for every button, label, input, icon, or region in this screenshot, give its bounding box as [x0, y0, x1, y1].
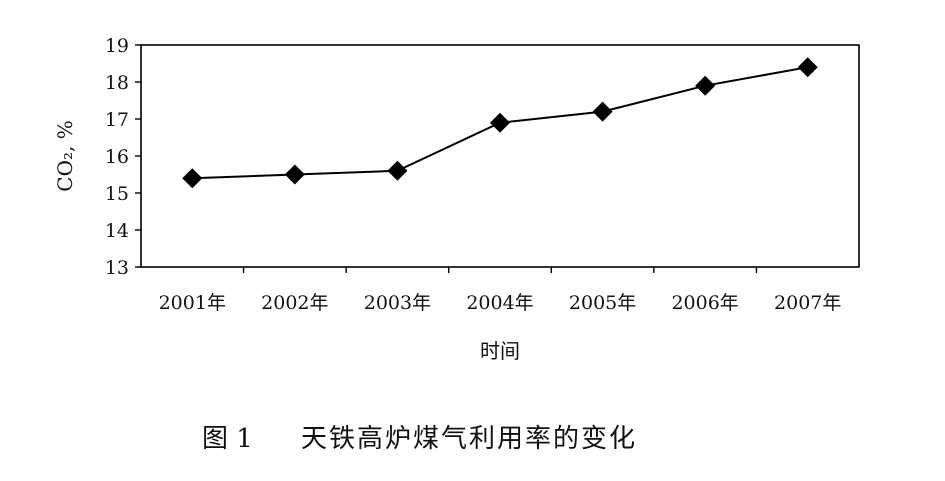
x-tick-label: 2005年: [569, 292, 636, 314]
y-axis-title: CO₂, %: [53, 120, 77, 191]
y-tick-label: 14: [105, 220, 129, 242]
x-tick-label: 2006年: [671, 292, 738, 314]
y-tick-label: 15: [105, 183, 129, 205]
x-tick-label: 2003年: [364, 292, 431, 314]
data-point-marker: [284, 164, 305, 185]
x-tick-label: 2007年: [774, 292, 841, 314]
y-tick-label: 13: [105, 257, 129, 279]
data-point-marker: [592, 101, 613, 122]
x-axis-tick-labels: 2001年 2002年 2003年 2004年 2005年 2006年 2007年: [159, 292, 842, 314]
x-axis-title: 时间: [480, 339, 520, 363]
data-point-marker: [797, 57, 818, 78]
y-tick-label: 18: [105, 72, 129, 94]
x-tick-label: 2001年: [159, 292, 226, 314]
x-tick-label: 2002年: [261, 292, 328, 314]
y-tick-label: 16: [105, 146, 129, 168]
figure-number: 图 1: [202, 424, 253, 454]
data-point-marker: [182, 168, 203, 189]
y-axis-tick-labels: 13 14 15 16 17 18 19: [105, 35, 129, 279]
figure-caption: 天铁高炉煤气利用率的变化: [301, 424, 637, 454]
y-tick-label: 17: [105, 109, 129, 131]
y-tick-label: 19: [105, 35, 129, 57]
data-point-marker: [387, 160, 408, 181]
data-point-marker: [695, 75, 716, 96]
series-markers: [182, 57, 818, 189]
data-point-marker: [490, 112, 510, 133]
x-axis-ticks: [242, 267, 758, 273]
x-tick-label: 2004年: [466, 292, 533, 314]
y-axis-ticks: [135, 44, 141, 268]
